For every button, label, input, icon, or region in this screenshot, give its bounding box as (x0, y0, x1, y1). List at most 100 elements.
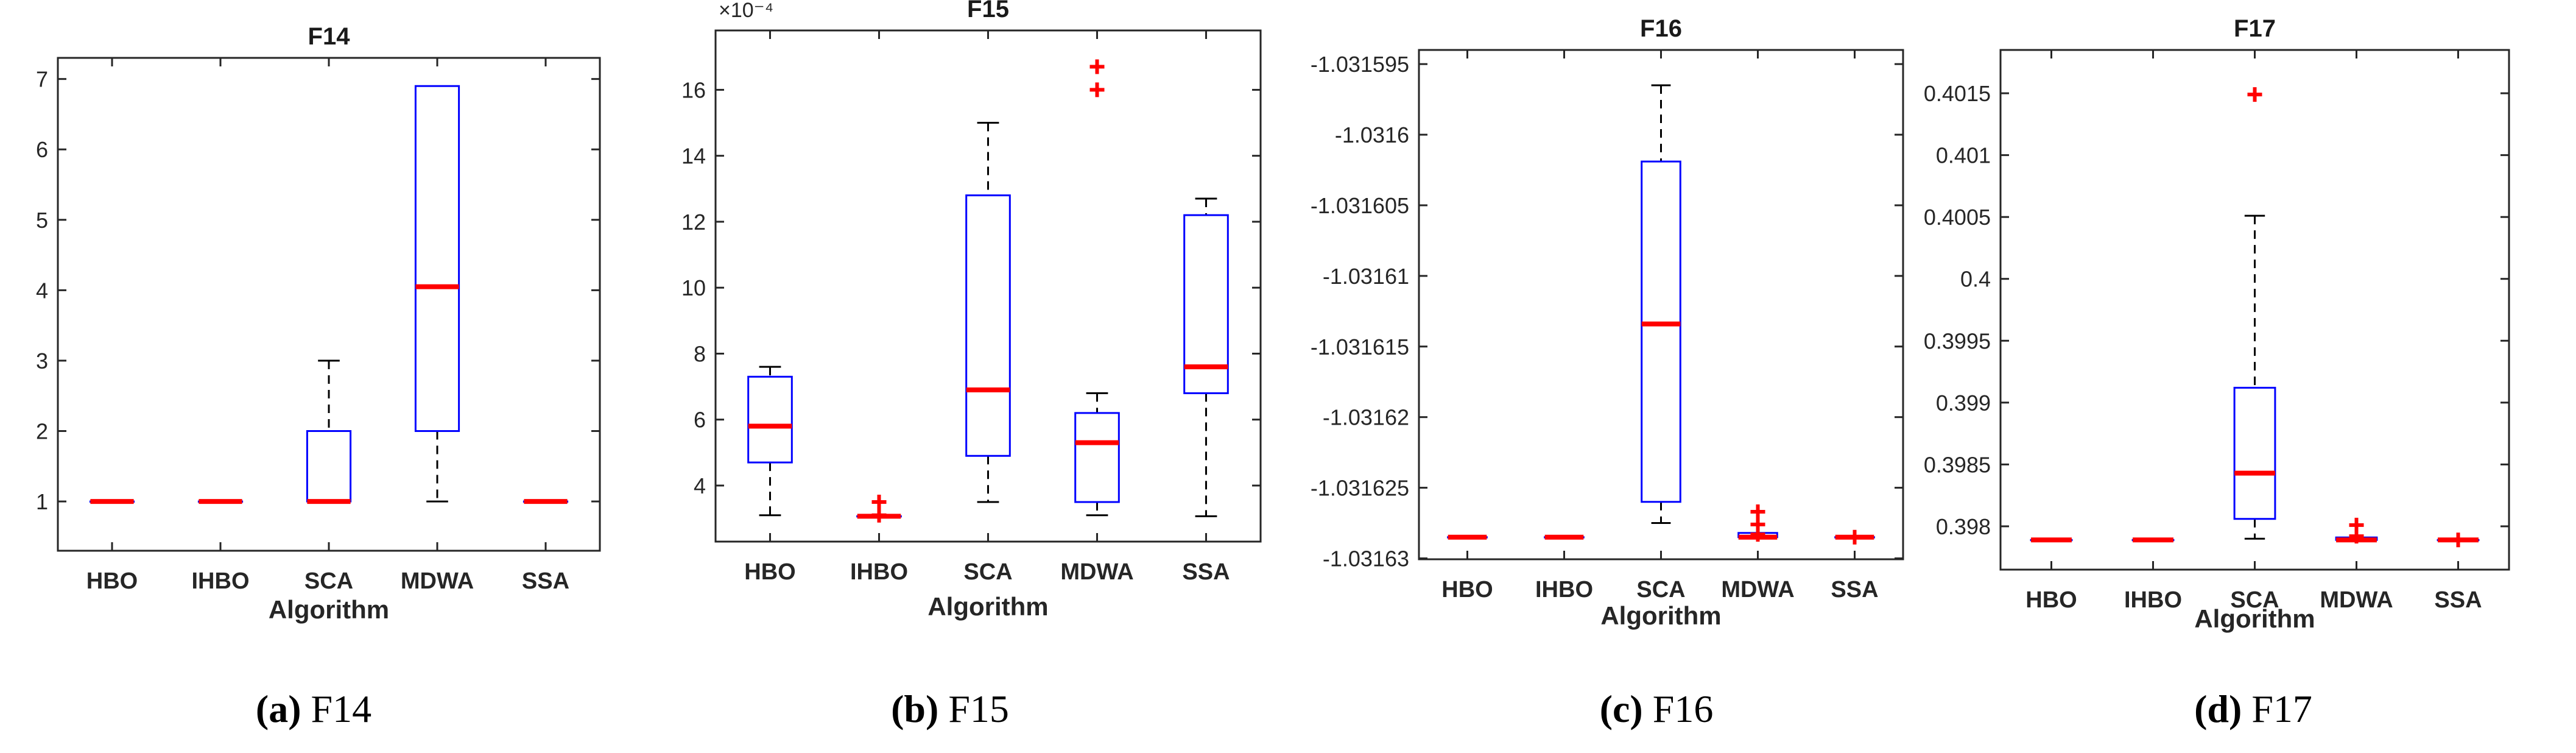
panel-caption: (c) F16 (1600, 687, 1714, 730)
outlier-marker (1089, 82, 1105, 97)
y-tick-label: 0.4 (1960, 267, 1991, 292)
iqr-box (1074, 412, 1120, 503)
caption-text: F15 (938, 687, 1009, 730)
x-category-label: IHBO (1535, 577, 1593, 603)
x-category-label: SCA (963, 559, 1012, 585)
chart-title: F14 (308, 23, 351, 50)
x-axis-label: Algorithm (1600, 601, 1721, 630)
box-hbo (747, 366, 793, 517)
box-ihbo (1544, 534, 1585, 540)
x-category-label: SCA (2230, 587, 2279, 613)
caption-letter: (a) (256, 687, 301, 730)
iqr-box (1183, 214, 1229, 394)
outlier-marker (1750, 504, 1765, 519)
plot-area (1418, 49, 1904, 560)
y-tick-label: 12 (681, 210, 706, 235)
plot-area (714, 29, 1262, 543)
x-category-label: HBO (1441, 577, 1493, 603)
x-category-label: SSA (1831, 577, 1878, 603)
y-tick-label: 5 (36, 208, 48, 233)
x-category-label: SCA (304, 568, 353, 594)
plot-area (57, 57, 601, 552)
chart-title: F16 (1640, 15, 1682, 42)
outlier-marker (1089, 59, 1105, 74)
y-tick-label: 4 (694, 473, 706, 498)
y-tick-label: 3 (36, 348, 48, 373)
caption-letter: (d) (2194, 687, 2242, 730)
x-category-label: HBO (744, 559, 795, 585)
panel-f16: F16 -1.031595 -1.0316 -1.031605 -1.03161 -1.0… (1311, 15, 1904, 730)
y-tick-label: -1.0316 (1335, 122, 1409, 147)
box-sca (965, 122, 1011, 503)
outlier-marker (871, 507, 887, 523)
y-tick-label: 4 (36, 278, 48, 303)
x-category-label: MDWA (401, 568, 474, 594)
x-category-label: HBO (2025, 587, 2077, 613)
y-tick-label: 7 (36, 67, 48, 92)
x-axis-label: Algorithm (2194, 604, 2315, 633)
y-tick-label: 0.401 (1936, 143, 1991, 168)
box-mdwa (1074, 59, 1120, 517)
caption-text: F14 (301, 687, 372, 730)
box-hbo (1447, 534, 1488, 540)
box-sca (2233, 87, 2276, 540)
box-ssa (2437, 532, 2480, 548)
box-ssa (1834, 529, 1875, 545)
y-tick-label: 14 (681, 144, 706, 169)
outlier-marker (1750, 527, 1765, 542)
y-tick-label: 10 (681, 275, 706, 300)
x-axis-label: Algorithm (269, 595, 389, 624)
y-tick-label: 8 (694, 341, 706, 366)
caption-text: F16 (1643, 687, 1714, 730)
caption-text: F17 (2242, 687, 2312, 730)
box-ihbo (856, 495, 902, 523)
box-sca (1641, 84, 1681, 525)
caption-letter: (c) (1600, 687, 1643, 730)
iqr-box (414, 85, 460, 433)
box-mdwa (2335, 517, 2378, 544)
y-tick-label: -1.03162 (1323, 405, 1409, 430)
y-tick-label: 6 (36, 137, 48, 162)
outlier-marker (1847, 529, 1862, 545)
x-category-label: SSA (2434, 587, 2482, 613)
iqr-box (747, 375, 793, 464)
panel-caption: (d) F17 (2194, 687, 2312, 730)
box-mdwa (1737, 504, 1778, 542)
x-category-label: IHBO (2124, 587, 2182, 613)
outlier-marker (2247, 87, 2262, 102)
x-category-label: IHBO (850, 559, 908, 585)
y-tick-label: 0.3985 (1924, 452, 1991, 477)
box-ssa (1183, 197, 1229, 517)
panel-f14: F14 1 2 3 4 5 6 7 HBO IHBO SCA MDWA SSA Algorithm (a) … (36, 23, 601, 730)
y-exponent-label: ×10⁻⁴ (719, 0, 773, 22)
iqr-box (965, 194, 1011, 457)
y-tick-label: 0.399 (1936, 391, 1991, 415)
y-tick-label: 16 (681, 77, 706, 102)
box-hbo (89, 499, 135, 504)
x-category-label: MDWA (1060, 559, 1133, 585)
y-tick-label: 0.4005 (1924, 205, 1991, 230)
y-tick-label: 0.4015 (1924, 81, 1991, 106)
y-tick-label: 0.3995 (1924, 328, 1991, 353)
box-mdwa (414, 85, 460, 503)
y-tick-label: 1 (36, 489, 48, 514)
x-category-label: MDWA (2320, 587, 2393, 613)
iqr-box (2233, 386, 2276, 520)
x-category-label: HBO (86, 568, 138, 594)
outlier-marker (871, 495, 887, 510)
x-axis-label: Algorithm (927, 592, 1048, 621)
y-tick-label: -1.031615 (1311, 334, 1409, 359)
y-tick-label: -1.031605 (1311, 193, 1409, 218)
box-sca (306, 359, 352, 504)
x-category-label: SCA (1636, 577, 1685, 603)
y-tick-label: -1.03161 (1323, 264, 1409, 289)
y-tick-label: -1.031625 (1311, 476, 1409, 501)
panel-caption: (b) F15 (891, 687, 1009, 730)
box-ihbo (197, 499, 244, 504)
panel-caption: (a) F14 (256, 687, 371, 730)
iqr-box (1641, 160, 1681, 503)
caption-letter: (b) (891, 687, 938, 730)
box-ssa (523, 499, 569, 504)
x-category-label: IHBO (192, 568, 250, 594)
